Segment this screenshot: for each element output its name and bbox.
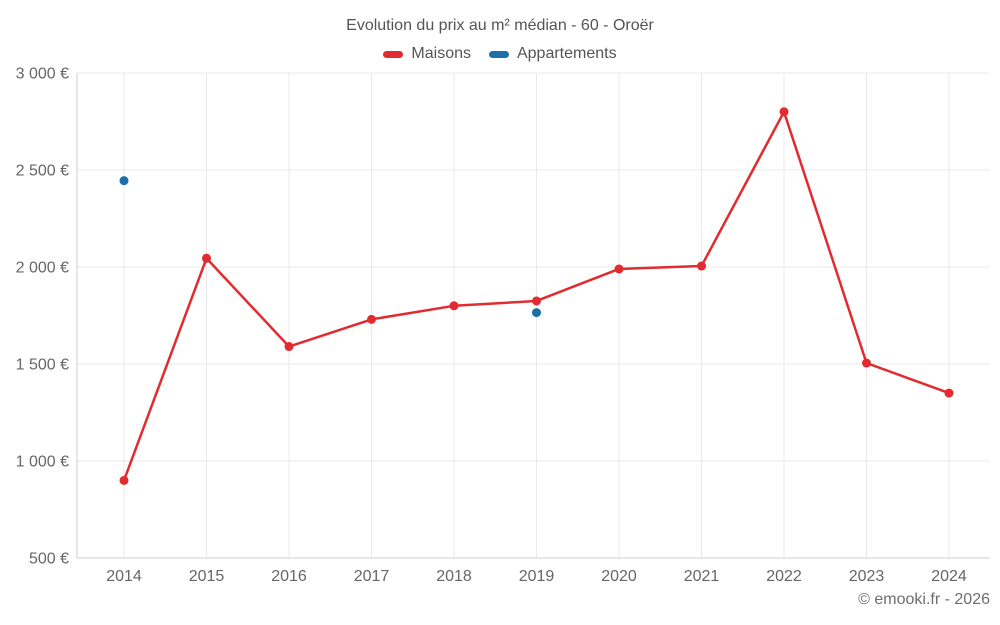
x-tick-label: 2022 [766,568,802,585]
copyright: © emooki.fr - 2026 [858,591,990,608]
maisons-point[interactable] [367,314,376,324]
y-tick-label: 500 € [29,551,69,568]
appartements-point[interactable] [119,176,129,186]
maisons-point[interactable] [697,261,706,271]
legend-label-appartements: Appartements [516,45,617,62]
maisons-point[interactable] [284,342,294,352]
legend: Maisons Appartements [0,45,1000,63]
maisons-point[interactable] [202,253,211,263]
maisons-point[interactable] [944,388,954,398]
maisons-point[interactable] [532,296,541,306]
maisons-point[interactable] [119,475,129,485]
maisons-point[interactable] [779,107,789,117]
legend-item-appartements[interactable]: Appartements [488,45,617,63]
legend-item-maisons[interactable]: Maisons [383,45,471,63]
y-tick-label: 2 500 € [16,163,69,180]
y-tick-label: 1 000 € [16,454,69,471]
y-tick-label: 1 500 € [16,357,69,374]
x-tick-label: 2015 [189,568,225,585]
maisons-point[interactable] [862,358,871,368]
y-tick-label: 3 000 € [16,66,69,83]
maisons-point[interactable] [614,264,624,274]
x-tick-label: 2019 [519,568,555,585]
maisons-swatch [383,50,404,58]
y-tick-label: 2 000 € [16,260,69,277]
x-tick-label: 2014 [106,568,142,585]
chart-title: Evolution du prix au m² médian - 60 - Or… [346,17,654,34]
maisons-point[interactable] [449,301,459,311]
x-tick-label: 2023 [849,568,885,585]
legend-label-maisons: Maisons [411,45,471,62]
x-tick-label: 2017 [354,568,390,585]
x-tick-label: 2024 [931,568,967,585]
x-tick-label: 2020 [601,568,637,585]
appartements-point[interactable] [532,308,541,318]
appartements-swatch [488,50,509,58]
x-tick-label: 2018 [436,568,472,585]
x-tick-label: 2016 [271,568,307,585]
x-tick-label: 2021 [684,568,720,585]
